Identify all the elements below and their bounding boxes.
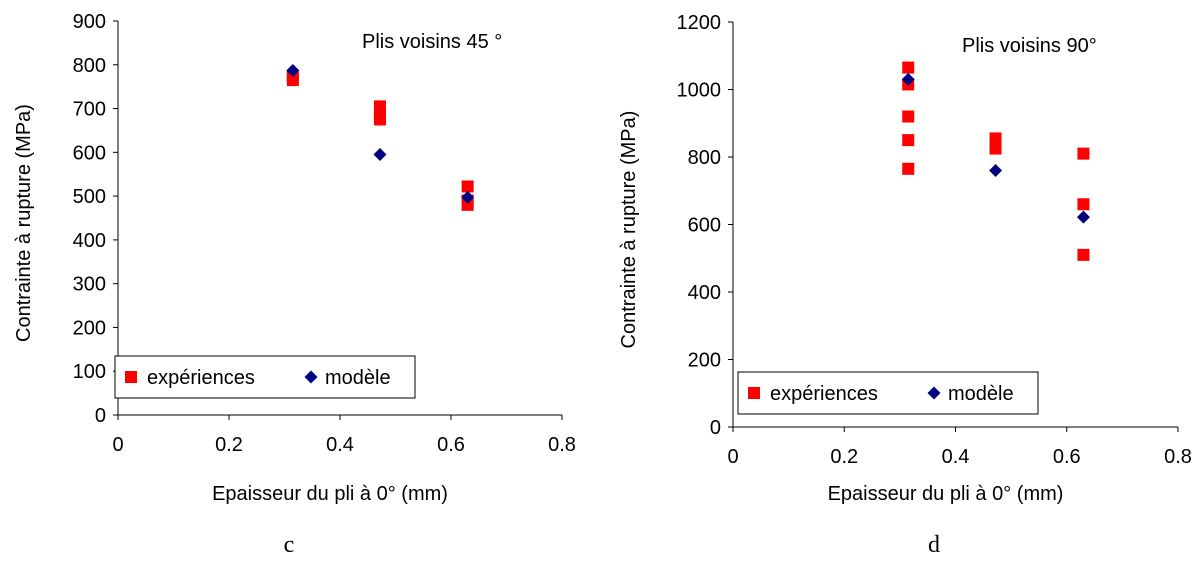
y-tick-label: 800 bbox=[73, 55, 106, 77]
y-tick-label: 600 bbox=[688, 215, 721, 237]
data-point-experiences bbox=[902, 110, 915, 123]
data-point-experiences bbox=[1077, 147, 1090, 160]
y-tick-label: 300 bbox=[73, 274, 106, 296]
data-point-experiences bbox=[902, 61, 915, 74]
y-tick-label: 900 bbox=[73, 11, 106, 33]
data-point-experiences bbox=[461, 198, 474, 211]
legend-label-experiences: expériences bbox=[770, 383, 878, 405]
x-tick-label: 0.8 bbox=[548, 434, 576, 456]
data-point-experiences bbox=[461, 180, 474, 193]
data-point-experiences bbox=[373, 113, 386, 126]
legend-marker-modele bbox=[304, 370, 318, 384]
legend: expériences modèle bbox=[114, 355, 416, 399]
panel-caption: c bbox=[284, 532, 295, 558]
legend-marker-experiences bbox=[748, 387, 760, 399]
data-point-modele bbox=[286, 63, 300, 77]
y-tick-label: 1000 bbox=[677, 80, 722, 102]
y-tick-label: 0 bbox=[710, 417, 721, 439]
data-point-modele bbox=[461, 190, 475, 204]
y-tick-label: 200 bbox=[688, 350, 721, 372]
legend-label-modele: modèle bbox=[325, 367, 391, 389]
x-tick-label: 0.6 bbox=[437, 434, 465, 456]
x-tick-label: 0 bbox=[727, 446, 738, 468]
data-point-modele bbox=[1076, 210, 1090, 224]
legend: expériences modèle bbox=[737, 371, 1039, 415]
y-tick-label: 200 bbox=[73, 317, 106, 339]
legend-label-experiences: expériences bbox=[147, 367, 255, 389]
chart-panel-d: 0 200 400 600 800 1000 1200 0 0.2 0.4 0.6 0.8 Epaiss… bbox=[618, 12, 1192, 558]
chart-annotation: Plis voisins 90° bbox=[962, 35, 1097, 57]
x-tick-label: 0.4 bbox=[942, 446, 970, 468]
x-axis-label: Epaisseur du pli à 0° (mm) bbox=[212, 483, 448, 505]
x-tick-label: 0.8 bbox=[1164, 446, 1192, 468]
y-axis-label: Contrainte à rupture (MPa) bbox=[13, 104, 35, 342]
data-point-modele bbox=[373, 148, 387, 162]
y-tick-label: 600 bbox=[73, 142, 106, 164]
x-tick-label: 0.2 bbox=[830, 446, 858, 468]
chart-panel-c: 0 100 200 300 400 500 600 700 800 900 0 0.2 0.4 0.6 0.… bbox=[13, 11, 576, 558]
x-tick-label: 0.4 bbox=[326, 434, 354, 456]
x-tick-label: 0 bbox=[112, 434, 123, 456]
legend-box bbox=[737, 371, 1039, 415]
data-point-modele bbox=[901, 72, 915, 86]
legend-box bbox=[114, 355, 416, 399]
y-axis-label: Contrainte à rupture (MPa) bbox=[618, 111, 640, 349]
legend-label-modele: modèle bbox=[948, 383, 1014, 405]
panel-caption: d bbox=[928, 532, 940, 558]
data-point-experiences bbox=[989, 142, 1002, 155]
y-tick-label: 700 bbox=[73, 99, 106, 121]
y-tick-label: 500 bbox=[73, 186, 106, 208]
y-tick-label: 400 bbox=[73, 230, 106, 252]
y-tick-label: 0 bbox=[95, 405, 106, 427]
x-axis-label: Epaisseur du pli à 0° (mm) bbox=[828, 483, 1064, 505]
data-point-experiences bbox=[1077, 198, 1090, 211]
data-point-experiences bbox=[1077, 248, 1090, 261]
y-tick-label: 800 bbox=[688, 147, 721, 169]
legend-marker-experiences bbox=[125, 371, 137, 383]
y-tick-label: 1200 bbox=[677, 12, 722, 34]
data-point-experiences bbox=[989, 132, 1002, 145]
y-tick-label: 400 bbox=[688, 282, 721, 304]
x-tick-label: 0.2 bbox=[215, 434, 243, 456]
data-point-modele bbox=[989, 164, 1003, 177]
data-point-experiences bbox=[902, 162, 915, 175]
y-tick-label: 100 bbox=[73, 361, 106, 383]
x-tick-label: 0.6 bbox=[1053, 446, 1081, 468]
data-point-experiences bbox=[902, 134, 915, 147]
legend-marker-modele bbox=[927, 386, 941, 400]
chart-annotation: Plis voisins 45 ° bbox=[362, 31, 502, 53]
